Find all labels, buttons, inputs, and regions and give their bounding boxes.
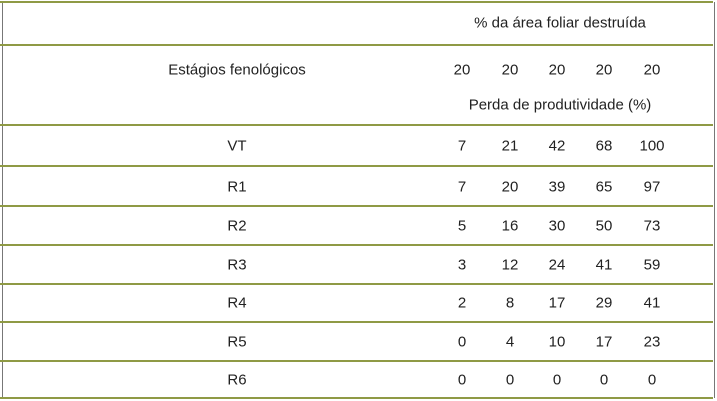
- header-subtitle: Perda de produtividade (%): [468, 96, 652, 114]
- row-line: [0, 44, 713, 46]
- cell-value: 42: [548, 137, 566, 155]
- cell-value: 39: [548, 178, 566, 196]
- cell-value: 73: [643, 217, 661, 235]
- cell-value: 3: [457, 256, 467, 274]
- cell-value: 24: [548, 256, 566, 274]
- cell-value: 7: [457, 178, 467, 196]
- cell-value: 0: [599, 371, 609, 389]
- row-line: [0, 244, 713, 246]
- stage: R4: [227, 294, 247, 312]
- cell-value: 65: [595, 178, 613, 196]
- row-line: [0, 283, 713, 285]
- row-line: [0, 205, 713, 207]
- stage: R6: [227, 371, 247, 389]
- cell-value: 16: [501, 217, 519, 235]
- cell-value: 2: [457, 294, 467, 312]
- header-title: % da área foliar destruída: [474, 14, 646, 32]
- cell-value: 0: [552, 371, 562, 389]
- stage-label: Estágios fenológicos: [168, 61, 306, 79]
- stage: R2: [227, 217, 247, 235]
- cell-value: 41: [595, 256, 613, 274]
- stage: R5: [227, 333, 247, 351]
- cell-value: 50: [595, 217, 613, 235]
- cell-value: 59: [643, 256, 661, 274]
- cell-value: 30: [548, 217, 566, 235]
- percentage: 20: [595, 61, 613, 79]
- stage: R1: [227, 178, 247, 196]
- cell-value: 17: [548, 294, 566, 312]
- cell-value: 7: [457, 137, 467, 155]
- stage: VT: [227, 137, 247, 155]
- cell-value: 20: [501, 178, 519, 196]
- row-line: [0, 397, 713, 399]
- cell-value: 10: [548, 333, 566, 351]
- border-left: [2, 2, 3, 398]
- cell-value: 12: [501, 256, 519, 274]
- cell-value: 100: [639, 137, 665, 155]
- stage: R3: [227, 256, 247, 274]
- percentage: 20: [501, 61, 519, 79]
- row-line: [0, 321, 713, 323]
- row-line: [0, 124, 713, 126]
- border-right: [714, 2, 715, 398]
- percentage: 20: [643, 61, 661, 79]
- cell-value: 0: [457, 371, 467, 389]
- cell-value: 0: [647, 371, 657, 389]
- row-line: [0, 165, 713, 167]
- cell-value: 41: [643, 294, 661, 312]
- cell-value: 68: [595, 137, 613, 155]
- cell-value: 17: [595, 333, 613, 351]
- cell-value: 29: [595, 294, 613, 312]
- cell-value: 4: [505, 333, 515, 351]
- row-line: [0, 1, 713, 3]
- cell-value: 97: [643, 178, 661, 196]
- cell-value: 5: [457, 217, 467, 235]
- cell-value: 0: [457, 333, 467, 351]
- cell-value: 23: [643, 333, 661, 351]
- cell-value: 21: [501, 137, 519, 155]
- percentage: 20: [453, 61, 471, 79]
- cell-value: 8: [505, 294, 515, 312]
- cell-value: 0: [505, 371, 515, 389]
- percentage: 20: [548, 61, 566, 79]
- row-line: [0, 360, 713, 362]
